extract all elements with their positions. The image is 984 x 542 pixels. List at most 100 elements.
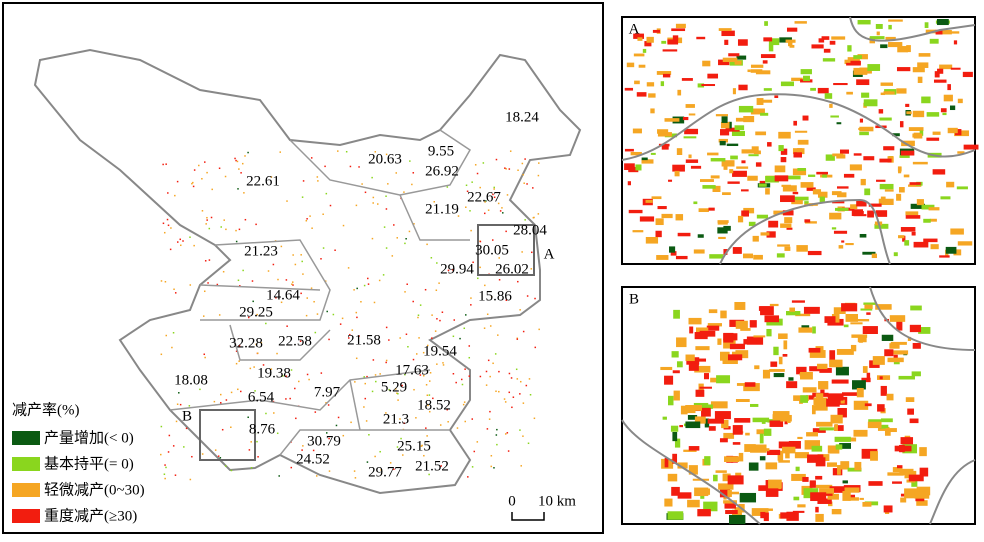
pixel [880,82,894,86]
pixel [812,189,822,195]
pixel [747,175,758,181]
pixel [438,282,440,284]
pixel [207,282,209,284]
pixel [171,346,173,349]
pixel [879,117,892,121]
pixel [471,418,474,420]
pixel [470,304,472,306]
pixel [815,475,823,480]
pixel [847,45,852,52]
pixel [520,465,522,467]
pixel [837,192,847,198]
pixel [394,388,397,390]
pixel [780,223,792,228]
pixel [521,162,524,165]
legend-swatch [12,457,40,471]
pixel [172,445,175,447]
pixel [349,165,352,168]
pixel [474,164,477,166]
pixel [485,384,488,386]
pixel [198,164,200,167]
pixel [738,105,754,113]
pixel [682,116,689,121]
pixel [630,151,642,156]
pixel [837,465,841,475]
pixel [440,465,442,467]
pixel [910,305,922,311]
pixel [237,388,239,391]
pixel [265,322,267,325]
pixel [241,162,244,165]
pixel [909,182,921,185]
pixel [522,330,525,333]
pixel [172,332,175,334]
pixel [632,230,644,233]
pixel [918,53,931,57]
pixel [887,357,904,363]
pixel [812,326,816,334]
pixel [289,397,291,400]
pixel [427,404,429,407]
pixel [840,399,845,404]
pixel [222,270,225,273]
pixel [815,513,824,522]
pixel [940,196,951,200]
boundaries [169,129,471,456]
region-label: 19.54 [423,343,457,359]
pixel [763,88,772,91]
pixel [503,398,506,400]
pixel [165,163,167,165]
pixel [767,142,772,147]
pixel [395,172,398,174]
pixel [327,404,330,406]
pixel [402,454,404,456]
pixel [796,366,807,375]
pixel [442,364,445,366]
pixel [285,375,288,377]
pixel [729,514,746,525]
pixel [732,170,747,177]
pixel [298,380,300,383]
pixel [166,218,169,221]
pixel [926,137,940,141]
pixel [785,451,790,459]
pixel [253,366,255,368]
pixel [342,434,345,437]
pixel [856,200,867,207]
pixel [903,174,910,178]
pixel [769,303,779,307]
pixel [383,226,386,228]
pixel [857,54,868,60]
pixel [387,183,389,185]
pixel [429,372,432,374]
pixel [947,127,958,134]
pixel [235,362,238,365]
box-label: A [544,246,555,262]
legend-label: 产量增加(< 0) [44,429,134,446]
pixel [760,232,770,236]
pixel [361,183,363,185]
pixel [906,111,912,115]
pixel [720,310,727,319]
pixel [488,418,491,420]
pixel [727,181,740,184]
pixel [505,299,508,302]
pixel [364,397,367,400]
pixel [760,54,776,59]
pixel [857,335,867,343]
pixel [829,359,843,368]
pixel [486,428,489,430]
region-label: 9.55 [428,143,454,159]
pixel [804,219,811,223]
pixel [900,437,914,445]
pixel [756,214,769,219]
pixel [412,300,414,303]
crop-pixels [160,150,540,481]
pixel [719,141,726,146]
pixel [662,49,678,52]
pixel [912,67,925,73]
pixel [835,444,843,450]
pixel [758,183,767,187]
pixel [741,160,746,164]
pixel [859,131,869,136]
